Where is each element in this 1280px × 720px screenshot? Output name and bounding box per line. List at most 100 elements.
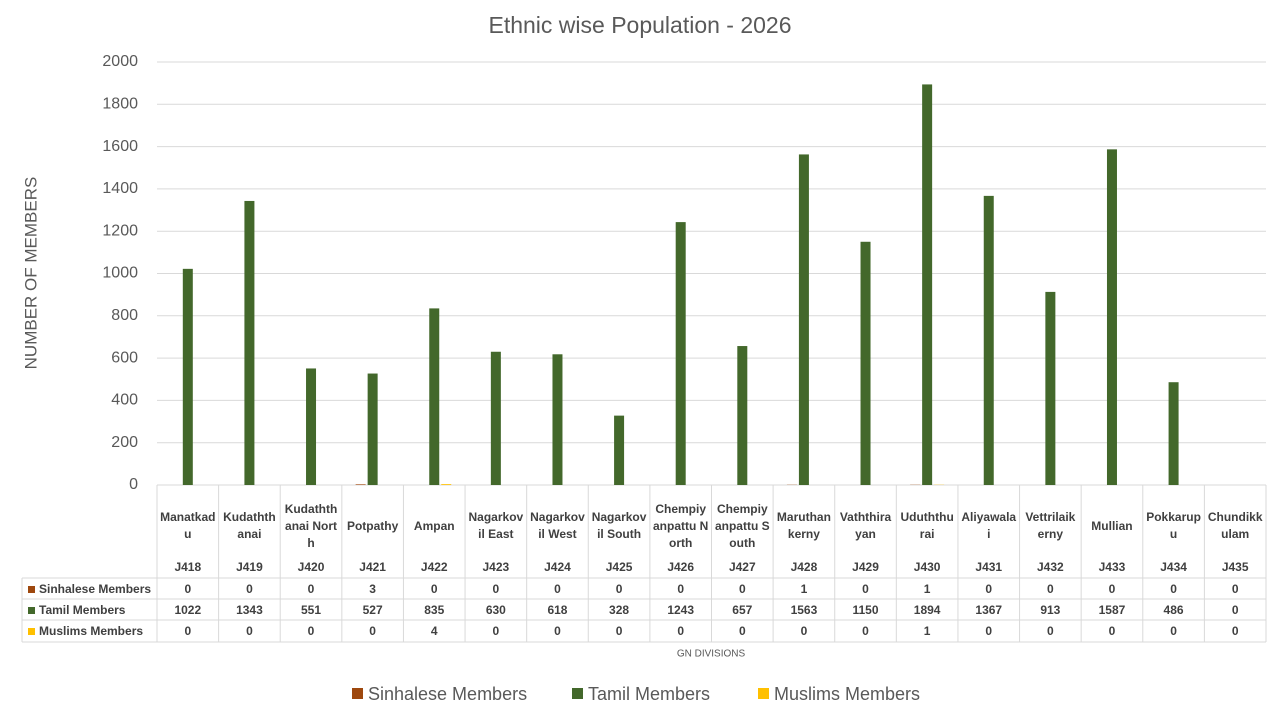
table-value: 657 bbox=[732, 602, 753, 617]
table-value: 0 bbox=[1047, 623, 1054, 638]
category-label: Kudaththanai North bbox=[284, 501, 338, 550]
y-tick-label: 1200 bbox=[102, 222, 138, 239]
table-value: 527 bbox=[362, 602, 383, 617]
table-value: 0 bbox=[1231, 602, 1239, 617]
table-row-label: Muslims Members bbox=[22, 621, 157, 641]
category-label: Manatkadu bbox=[160, 510, 216, 541]
category-label: Kudaththanai bbox=[223, 510, 276, 541]
legend-swatch bbox=[758, 688, 769, 699]
y-tick-label: 400 bbox=[111, 392, 138, 409]
row-label-text: Muslims Members bbox=[39, 624, 144, 638]
bar bbox=[1106, 149, 1117, 486]
table-value: 486 bbox=[1163, 602, 1184, 617]
table-row-label: Sinhalese Members bbox=[22, 579, 157, 599]
y-tick-label: 800 bbox=[111, 307, 138, 324]
table-value: 0 bbox=[1047, 581, 1054, 596]
category-code: J433 bbox=[1098, 559, 1126, 574]
table-value: 1150 bbox=[852, 602, 879, 617]
category-label: Vettrilaikerny bbox=[1025, 510, 1076, 541]
bar bbox=[552, 354, 563, 485]
legend-swatch bbox=[572, 688, 583, 699]
bar bbox=[306, 368, 317, 485]
table-value: 0 bbox=[554, 581, 561, 596]
category-code: J418 bbox=[174, 559, 202, 574]
table-value: 1 bbox=[800, 581, 808, 596]
table-value: 1367 bbox=[975, 602, 1003, 617]
table-value: 0 bbox=[862, 581, 869, 596]
category-label: Maruthankerny bbox=[776, 510, 831, 541]
y-tick-label: 200 bbox=[111, 434, 138, 451]
table-value: 0 bbox=[615, 623, 623, 638]
y-tick-label: 1800 bbox=[102, 96, 138, 113]
chart-title: Ethnic wise Population - 2026 bbox=[488, 12, 791, 38]
bar bbox=[922, 84, 933, 485]
bar bbox=[614, 415, 625, 485]
category-code: J432 bbox=[1037, 559, 1064, 574]
table-value: 0 bbox=[1231, 581, 1239, 596]
table-value: 0 bbox=[246, 581, 253, 596]
table-value: 0 bbox=[862, 623, 869, 638]
bar bbox=[1045, 291, 1056, 485]
table-value: 0 bbox=[307, 581, 315, 596]
table-value: 913 bbox=[1040, 602, 1061, 617]
bar bbox=[983, 195, 994, 485]
table-value: 0 bbox=[369, 623, 376, 638]
category-label: Nagarkovil West bbox=[530, 510, 585, 541]
table-value: 630 bbox=[485, 602, 506, 617]
legend-key bbox=[28, 606, 35, 614]
category-label: Mullian bbox=[1091, 518, 1133, 533]
bar bbox=[182, 268, 193, 485]
table-value: 0 bbox=[1231, 623, 1239, 638]
table-value: 0 bbox=[554, 623, 561, 638]
y-tick-label: 1000 bbox=[102, 265, 138, 282]
table-value: 0 bbox=[985, 581, 993, 596]
category-label: Ampan bbox=[413, 518, 455, 533]
category-code: J419 bbox=[236, 559, 263, 574]
table-value: 0 bbox=[1170, 581, 1177, 596]
table-value: 0 bbox=[184, 581, 192, 596]
table-value: 0 bbox=[492, 623, 500, 638]
category-code: J423 bbox=[482, 559, 510, 574]
y-axis-title: NUMBER OF MEMBERS bbox=[21, 177, 40, 370]
table-value: 0 bbox=[677, 581, 685, 596]
row-label-text: Sinhalese Members bbox=[39, 582, 152, 596]
y-tick-label: 0 bbox=[129, 476, 138, 493]
table-value: 835 bbox=[424, 602, 445, 617]
table-value: 1563 bbox=[790, 602, 818, 617]
table-value: 0 bbox=[184, 623, 192, 638]
category-label: Aliyawalai bbox=[961, 510, 1017, 541]
category-label: Nagarkovil East bbox=[468, 510, 524, 541]
category-label: Potpathy bbox=[346, 518, 399, 533]
table-value: 1587 bbox=[1098, 602, 1126, 617]
category-code: J434 bbox=[1160, 559, 1187, 574]
bar bbox=[860, 241, 871, 485]
table-value: 0 bbox=[615, 581, 623, 596]
table-value: 1 bbox=[923, 581, 931, 596]
bar bbox=[675, 222, 686, 485]
table-value: 0 bbox=[1108, 581, 1116, 596]
legend-swatch bbox=[352, 688, 363, 699]
table-value: 0 bbox=[307, 623, 315, 638]
category-code: J429 bbox=[852, 559, 879, 574]
category-code: J420 bbox=[297, 559, 325, 574]
category-code: J427 bbox=[728, 559, 756, 574]
table-value: 0 bbox=[738, 623, 746, 638]
bar bbox=[244, 200, 255, 485]
legend-key bbox=[28, 585, 35, 593]
bar bbox=[1168, 382, 1179, 485]
table-value: 0 bbox=[492, 581, 500, 596]
table-value: 551 bbox=[301, 602, 322, 617]
category-label: Chundikkulam bbox=[1207, 510, 1263, 541]
category-code: J435 bbox=[1221, 559, 1249, 574]
bar bbox=[429, 308, 440, 485]
category-label: Chempiyanpattu North bbox=[653, 501, 709, 550]
table-value: 3 bbox=[369, 581, 376, 596]
table-value: 0 bbox=[985, 623, 993, 638]
category-code: J428 bbox=[790, 559, 818, 574]
table-value: 4 bbox=[430, 623, 438, 638]
category-code: J424 bbox=[544, 559, 571, 574]
category-label: Vaththirayan bbox=[839, 510, 892, 541]
legend-label: Muslims Members bbox=[774, 684, 920, 704]
